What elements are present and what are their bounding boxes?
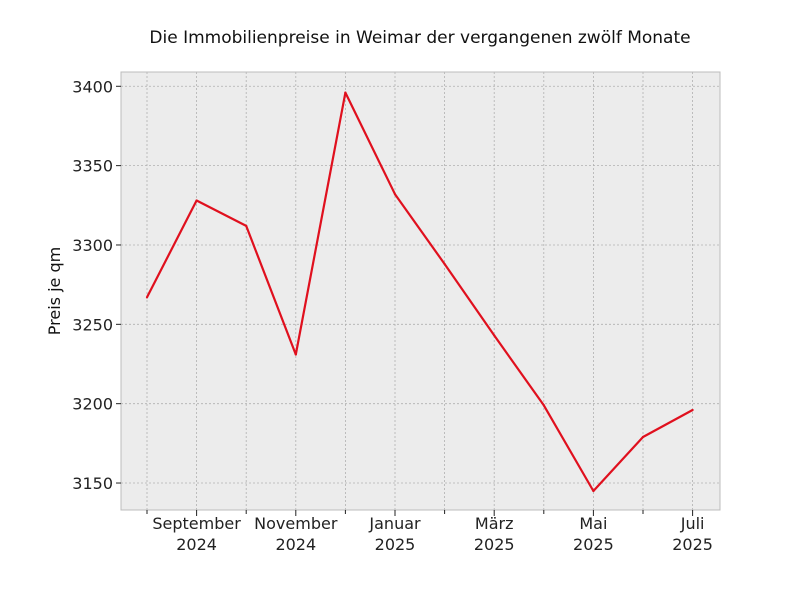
x-tick-label-month: Januar bbox=[368, 514, 421, 533]
x-tick-label-month: September bbox=[152, 514, 241, 533]
chart-title: Die Immobilienpreise in Weimar der verga… bbox=[149, 28, 690, 48]
x-tick-label-month: Mai bbox=[579, 514, 607, 533]
data-point bbox=[493, 334, 496, 337]
data-point bbox=[195, 199, 198, 202]
data-point bbox=[294, 353, 297, 356]
y-tick-label: 3300 bbox=[72, 236, 113, 255]
plot-area: 3150 3200 3250 3300 3350 3400 September 2024 Nov… bbox=[72, 71, 721, 554]
data-point bbox=[592, 489, 595, 493]
x-tick-label-year: 2024 bbox=[275, 535, 316, 554]
data-point bbox=[393, 193, 397, 196]
data-point bbox=[145, 296, 149, 299]
data-point bbox=[443, 262, 446, 266]
y-tick-label: 3250 bbox=[72, 315, 113, 334]
x-tick-label-month: Juli bbox=[680, 514, 705, 533]
plot-frame bbox=[120, 71, 721, 511]
y-tick-label: 3200 bbox=[72, 395, 113, 414]
data-point bbox=[245, 224, 248, 228]
y-tick-label: 3400 bbox=[72, 77, 113, 96]
data-point bbox=[344, 91, 347, 94]
x-tick-label-month: November bbox=[254, 514, 338, 533]
x-tick-label-year: 2025 bbox=[672, 535, 713, 554]
x-tick-label-month: März bbox=[475, 514, 514, 533]
data-point bbox=[641, 435, 645, 439]
y-tick-label: 3150 bbox=[72, 474, 113, 493]
x-tick-label-year: 2024 bbox=[176, 535, 217, 554]
x-tick-label-year: 2025 bbox=[573, 535, 614, 554]
data-point bbox=[691, 408, 694, 412]
y-tick-label: 3350 bbox=[72, 157, 113, 176]
series-line bbox=[146, 91, 694, 493]
y-axis-label: Preis je qm bbox=[45, 247, 64, 335]
x-tick-label-year: 2025 bbox=[375, 535, 416, 554]
x-tick-label-year: 2025 bbox=[474, 535, 515, 554]
plot-background bbox=[121, 72, 720, 510]
data-point bbox=[542, 404, 545, 407]
